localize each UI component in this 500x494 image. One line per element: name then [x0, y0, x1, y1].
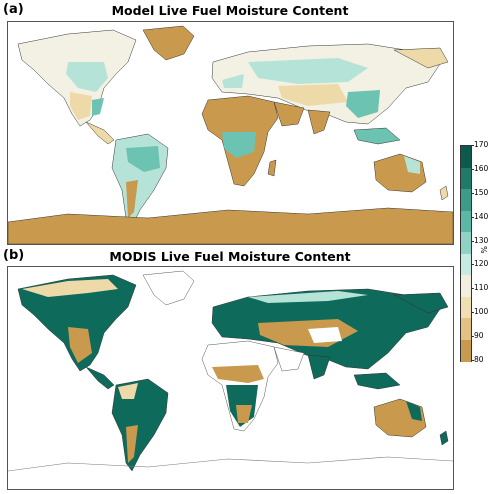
map-model-lfmc	[7, 21, 454, 245]
colorbar-segment	[461, 253, 471, 276]
colorbar-tick-mark	[471, 145, 474, 146]
colorbar-tick-label: 140	[474, 211, 489, 221]
colorbar-tick-label: 170	[474, 140, 489, 149]
colorbar-tick-label: 80	[474, 355, 484, 364]
colorbar-tick-mark	[471, 312, 474, 314]
colorbar-tick-mark	[471, 168, 474, 170]
colorbar-segment	[461, 189, 471, 211]
colorbar-tick-mark	[471, 240, 474, 242]
colorbar-tick-label: 130	[474, 235, 489, 245]
colorbar-tick-label: 90	[474, 331, 484, 341]
colorbar-segment	[461, 339, 471, 362]
colorbar-segment	[461, 210, 471, 233]
panel-b-title: MODIS Live Fuel Moisture Content	[109, 249, 351, 264]
colorbar-tick-label: 120	[474, 259, 489, 269]
colorbar-tick-label: 100	[474, 307, 489, 317]
panel-a-label: (a)	[3, 2, 24, 17]
colorbar-segment	[461, 296, 471, 319]
colorbar-tick-mark	[471, 336, 474, 338]
world-map-modis	[8, 270, 453, 472]
colorbar-tick-label: 150	[474, 187, 489, 197]
colorbar-tick-mark	[471, 216, 474, 218]
colorbar-tick-mark	[471, 288, 474, 290]
colorbar-segment	[461, 318, 471, 340]
map-modis-lfmc	[7, 266, 454, 490]
colorbar-segment	[461, 232, 471, 254]
world-map-model	[8, 25, 453, 244]
panel-b-label: (b)	[3, 248, 25, 263]
colorbar	[460, 145, 472, 362]
colorbar-segment	[461, 275, 471, 297]
colorbar-tick-mark	[471, 360, 474, 361]
colorbar-tick-label: 160	[474, 163, 489, 173]
colorbar-tick-mark	[471, 192, 474, 194]
colorbar-segment	[461, 167, 471, 190]
panel-a-title: Model Live Fuel Moisture Content	[111, 3, 349, 18]
colorbar-tick-label: 110	[474, 283, 489, 293]
colorbar-unit-label: %	[479, 246, 488, 254]
colorbar-tick-mark	[471, 264, 474, 266]
colorbar-segment	[461, 146, 471, 168]
